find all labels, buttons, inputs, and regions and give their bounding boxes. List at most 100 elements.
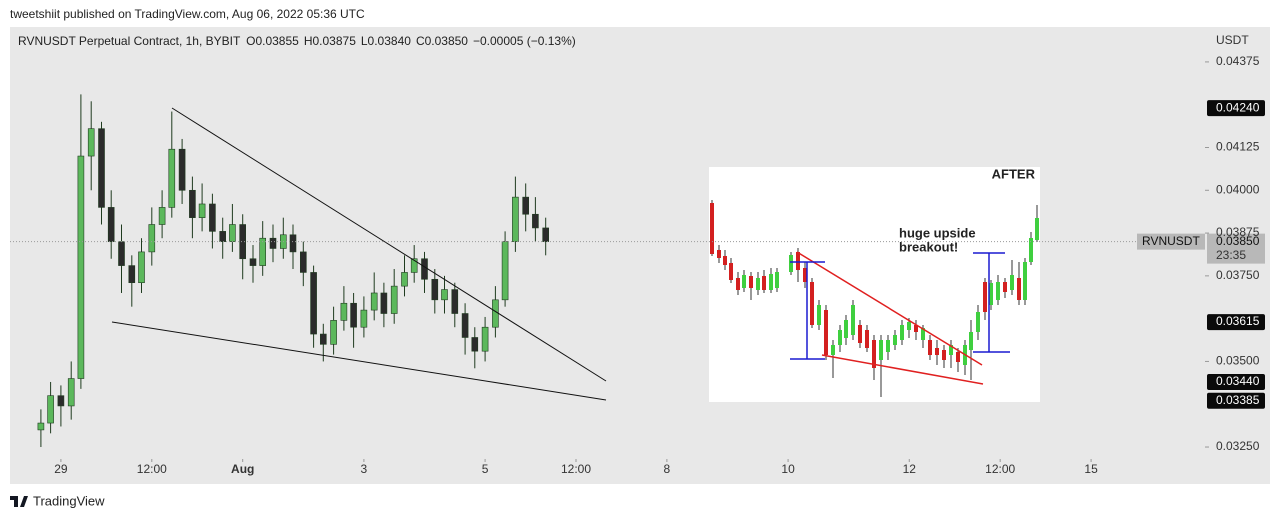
candle-body <box>259 237 266 266</box>
candle-body <box>189 189 196 218</box>
candle-body <box>198 203 206 218</box>
price-label: 0.04240 <box>1216 100 1260 114</box>
candle-body <box>501 241 509 301</box>
candle-body <box>330 320 337 345</box>
candle-body <box>299 251 307 273</box>
candle-body <box>492 299 499 328</box>
x-tick-label: 3 <box>361 462 368 476</box>
y-tick-label: 0.03875 <box>1216 225 1260 239</box>
x-tick-label: 29 <box>54 462 68 476</box>
legend-value: L0.03840 <box>361 34 411 48</box>
candle-body <box>209 203 216 232</box>
x-tick-label: 8 <box>664 462 671 476</box>
candle-body <box>37 422 45 431</box>
candle-body <box>148 224 156 253</box>
candle-body <box>481 326 489 352</box>
inset-candles <box>710 200 1039 397</box>
candle-body <box>390 285 398 314</box>
x-tick-label: 10 <box>781 462 795 476</box>
candle-body <box>431 278 439 301</box>
legend-value: C0.03850 <box>416 34 468 48</box>
candle-body <box>461 313 469 338</box>
legend-value: H0.03875 <box>304 34 356 48</box>
trendline <box>111 321 607 401</box>
last-price-symbol: RVNUSDT <box>1142 234 1200 248</box>
candle-body <box>319 333 327 345</box>
candle-body <box>542 227 549 242</box>
price-label: 0.03440 <box>1216 374 1260 388</box>
candle-body <box>138 251 145 284</box>
inset-image: AFTER huge upside breakout! <box>709 166 1040 402</box>
candle-body <box>410 258 418 273</box>
x-tick-label: Aug <box>231 462 254 476</box>
last-price-label-box <box>1207 233 1265 264</box>
candle-body <box>178 148 186 191</box>
candle-body <box>451 289 459 314</box>
candle-body <box>512 196 519 242</box>
candle-body <box>340 302 348 321</box>
candle-body <box>310 272 317 335</box>
candle-body <box>350 302 357 328</box>
price-label: 0.03615 <box>1216 314 1260 328</box>
candle-body <box>289 234 297 253</box>
candle-body <box>380 292 388 314</box>
inset-wedge-line <box>821 354 984 385</box>
candle-body <box>57 395 65 407</box>
candle-body <box>471 337 479 352</box>
x-tick-label: 12:00 <box>985 462 1015 476</box>
candle-body <box>239 224 246 260</box>
candle-body <box>401 272 408 287</box>
y-tick-label: 0.04000 <box>1216 182 1260 196</box>
inset-label: AFTER <box>992 166 1036 181</box>
legend-value: −0.00005 (−0.13%) <box>473 34 576 48</box>
candle-body <box>67 378 75 407</box>
x-tick-label: 15 <box>1084 462 1098 476</box>
candle-body <box>441 289 448 301</box>
legend-value: O0.03855 <box>246 34 299 48</box>
y-tick-label: 0.04375 <box>1216 54 1260 68</box>
candle-body <box>107 207 115 242</box>
candle-body <box>128 265 136 284</box>
candle-body <box>522 196 529 215</box>
candle-body <box>168 148 176 208</box>
y-tick-label: 0.03750 <box>1216 268 1260 282</box>
candle-body <box>77 155 85 379</box>
candle-body <box>98 128 105 208</box>
x-tick-label: 5 <box>482 462 489 476</box>
inset-annotation: breakout! <box>899 239 958 254</box>
price-label-box <box>1207 100 1265 117</box>
y-tick-label: 0.03250 <box>1216 439 1260 453</box>
x-tick-label: 12:00 <box>137 462 167 476</box>
candle-body <box>421 258 428 280</box>
price-label-box <box>1207 392 1265 409</box>
inset-annotation: huge upside <box>899 225 976 240</box>
candle-body <box>219 231 227 242</box>
chart-background <box>10 27 1270 484</box>
trendline <box>171 107 607 382</box>
last-price-label: 0.03850 <box>1216 234 1260 248</box>
legend-title: RVNUSDT Perpetual Contract, 1h, BYBIT <box>18 34 241 48</box>
candle-body <box>87 128 95 157</box>
candle-body <box>118 241 125 266</box>
candle-body <box>370 292 378 311</box>
candle-body <box>360 309 368 328</box>
published-line: tweetshiit published on TradingView.com,… <box>10 7 365 21</box>
price-label: 0.03385 <box>1216 393 1260 407</box>
y-tick-label: 0.03500 <box>1216 354 1260 368</box>
y-tick-label: 0.04125 <box>1216 140 1260 154</box>
candle-body <box>249 258 257 266</box>
y-unit: USDT <box>1216 33 1249 47</box>
footer-brand: TradingView <box>33 493 105 508</box>
last-price-box <box>1137 233 1205 250</box>
footer: TradingView <box>10 493 105 508</box>
legend: RVNUSDT Perpetual Contract, 1h, BYBIT O0.… <box>18 34 576 48</box>
last-price-countdown: 23:35 <box>1216 248 1246 262</box>
inset-wedge-line <box>796 251 983 366</box>
x-tick-label: 12 <box>903 462 917 476</box>
candle-body <box>47 395 54 424</box>
x-tick-label: 12:00 <box>561 462 591 476</box>
candle-body <box>532 213 539 229</box>
candles <box>37 94 549 448</box>
